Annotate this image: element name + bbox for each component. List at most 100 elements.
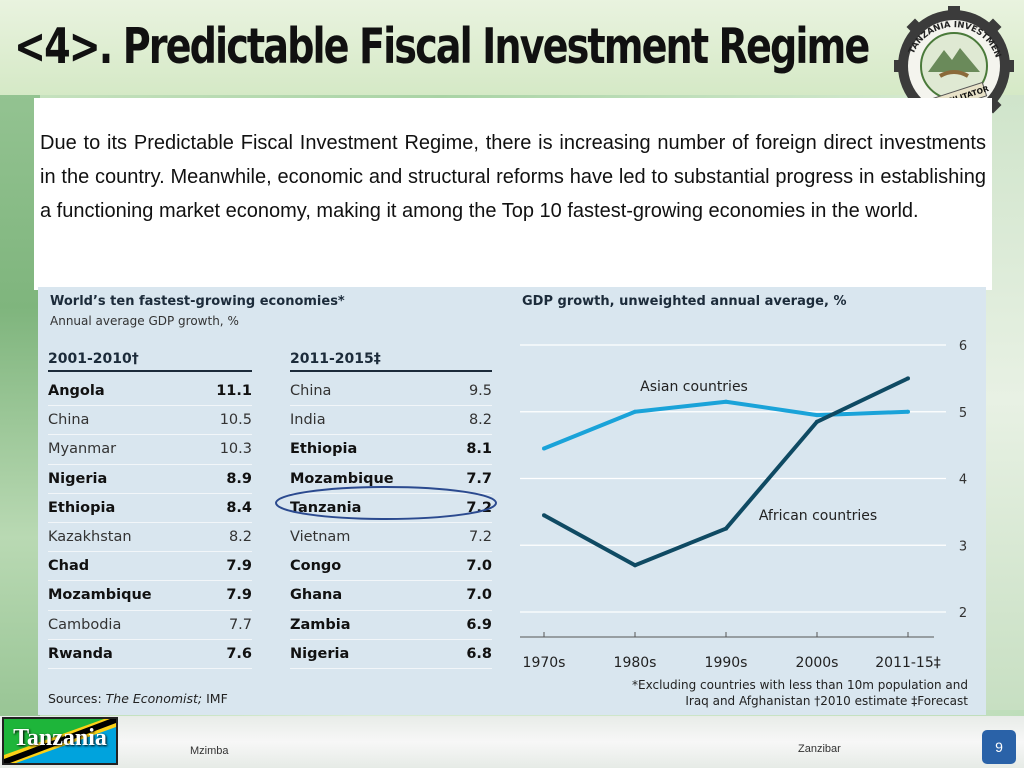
country-cell: Myanmar: [48, 441, 117, 458]
y-tick-label: 4: [959, 473, 967, 488]
table-row: Zambia 6.9: [290, 611, 492, 640]
x-tick-label: 2011-15‡: [875, 655, 941, 671]
title-band: [0, 0, 1024, 95]
x-tick-label: 2000s: [796, 655, 839, 671]
ranking-column-2011-2015: China 9.5 India 8.2 Ethiopia 8.1 Mozambique 7.7…: [290, 377, 492, 669]
series-line-african: [543, 376, 909, 568]
footnote-line-2: Iraq and Afghanistan †2010 estimate ‡For…: [685, 694, 968, 708]
table-row: Kazakhstan 8.2: [48, 523, 252, 553]
table-row: Cambodia 7.7: [48, 611, 252, 640]
data-point: [724, 526, 728, 531]
growth-value-cell: 7.9: [226, 558, 252, 575]
tanzania-highlight-ellipse: [275, 486, 497, 520]
country-cell: Mozambique: [48, 587, 152, 604]
line-chart-svg: 2 3 4 5 6 1970s 1980s 1990s 2000s 2011-15‡ Asian c…: [520, 339, 967, 671]
growth-value-cell: 7.0: [466, 587, 492, 604]
table-row: Ethiopia 8.1: [290, 435, 492, 465]
data-point: [815, 419, 819, 424]
flag-label: Tanzania: [13, 725, 107, 751]
country-cell: India: [290, 412, 326, 429]
gdp-line-chart: GDP growth, unweighted annual average, %…: [508, 287, 986, 715]
table-row: China 10.5: [48, 406, 252, 436]
country-cell: Chad: [48, 558, 90, 575]
economist-figure: World’s ten fastest-growing economies* A…: [38, 287, 986, 715]
country-cell: Zambia: [290, 616, 351, 633]
country-cell: Nigeria: [290, 645, 350, 662]
sources-prefix: Sources:: [48, 691, 106, 706]
y-tick-label: 6: [959, 339, 967, 354]
data-point: [542, 446, 546, 451]
tanzania-flag-badge: Tanzania: [2, 717, 118, 765]
column-header-2001-2010: 2001-2010†: [48, 351, 252, 372]
table-row: Tanzania 7.2: [290, 494, 492, 523]
growth-value-cell: 11.1: [216, 383, 252, 400]
footer-bar: [0, 716, 1024, 768]
country-cell: China: [290, 383, 332, 400]
location-label-left: Mzimba: [190, 745, 229, 757]
chart-footnote: *Excluding countries with less than 10m …: [548, 677, 968, 709]
table-row: Chad 7.9: [48, 552, 252, 582]
country-cell: Congo: [290, 558, 342, 575]
slide-title: <4>. Predictable Fiscal Investment Regim…: [14, 18, 870, 75]
country-cell: Mozambique: [290, 470, 394, 487]
x-tick-label: 1990s: [705, 655, 748, 671]
country-cell: Ethiopia: [290, 441, 358, 458]
chart-title: GDP growth, unweighted annual average, %: [522, 294, 847, 309]
series-label: African countries: [759, 508, 877, 524]
table-row: Ghana 7.0: [290, 581, 492, 611]
country-cell: Ethiopia: [48, 499, 116, 516]
y-tick-label: 2: [959, 606, 967, 621]
data-point: [633, 409, 637, 414]
country-cell: Angola: [48, 383, 105, 400]
country-cell: Tanzania: [290, 499, 362, 516]
series-label: Asian countries: [640, 379, 748, 395]
table-row: Nigeria 6.8: [290, 640, 492, 669]
table-row: China 9.5: [290, 377, 492, 407]
growth-value-cell: 7.7: [466, 470, 492, 487]
slide-number: 9: [982, 730, 1016, 764]
y-tick-label: 5: [959, 406, 967, 421]
sources-italic: The Economist;: [105, 691, 203, 706]
growth-value-cell: 8.1: [466, 441, 492, 458]
body-paragraph: Due to its Predictable Fiscal Investment…: [34, 98, 992, 290]
table-row: Myanmar 10.3: [48, 435, 252, 465]
growth-value-cell: 7.7: [228, 616, 252, 633]
country-cell: Kazakhstan: [48, 529, 132, 546]
table-row: Mozambique 7.7: [290, 465, 492, 494]
background-left-photo: [0, 0, 40, 768]
growth-value-cell: 10.3: [219, 441, 252, 458]
country-cell: Rwanda: [48, 645, 113, 662]
data-point: [815, 413, 819, 418]
growth-value-cell: 9.5: [468, 383, 492, 400]
table-title: World’s ten fastest-growing economies*: [50, 294, 345, 309]
growth-value-cell: 8.9: [226, 470, 252, 487]
data-point: [724, 399, 728, 404]
flag-icon: [4, 719, 116, 763]
table-row: Vietnam 7.2: [290, 523, 492, 553]
country-cell: Nigeria: [48, 470, 108, 487]
data-point: [542, 513, 546, 518]
country-cell: Ghana: [290, 587, 343, 604]
table-row: Angola 11.1: [48, 377, 252, 407]
x-tick-label: 1970s: [523, 655, 566, 671]
sources-note: Sources: The Economist; IMF: [48, 691, 228, 706]
sources-suffix: IMF: [202, 691, 228, 706]
table-row: Ethiopia 8.4: [48, 494, 252, 523]
y-tick-label: 3: [959, 539, 967, 554]
growth-value-cell: 7.0: [466, 558, 492, 575]
x-tick-label: 1980s: [614, 655, 657, 671]
series-line-asian: [543, 399, 909, 451]
growth-value-cell: 6.9: [466, 616, 492, 633]
location-label-right: Zanzibar: [798, 743, 841, 755]
footnote-line-1: *Excluding countries with less than 10m …: [632, 678, 968, 692]
data-point: [906, 376, 910, 381]
table-subtitle: Annual average GDP growth, %: [50, 314, 239, 328]
growth-value-cell: 7.6: [226, 645, 252, 662]
country-cell: Cambodia: [48, 616, 122, 633]
ranking-column-2001-2010: Angola 11.1 China 10.5 Myanmar 10.3 Nigeria 8.9…: [48, 377, 252, 669]
growth-value-cell: 7.9: [226, 587, 252, 604]
growth-value-cell: 8.4: [226, 499, 252, 516]
data-point: [633, 563, 637, 568]
data-point: [906, 409, 910, 414]
growth-value-cell: 10.5: [219, 412, 252, 429]
